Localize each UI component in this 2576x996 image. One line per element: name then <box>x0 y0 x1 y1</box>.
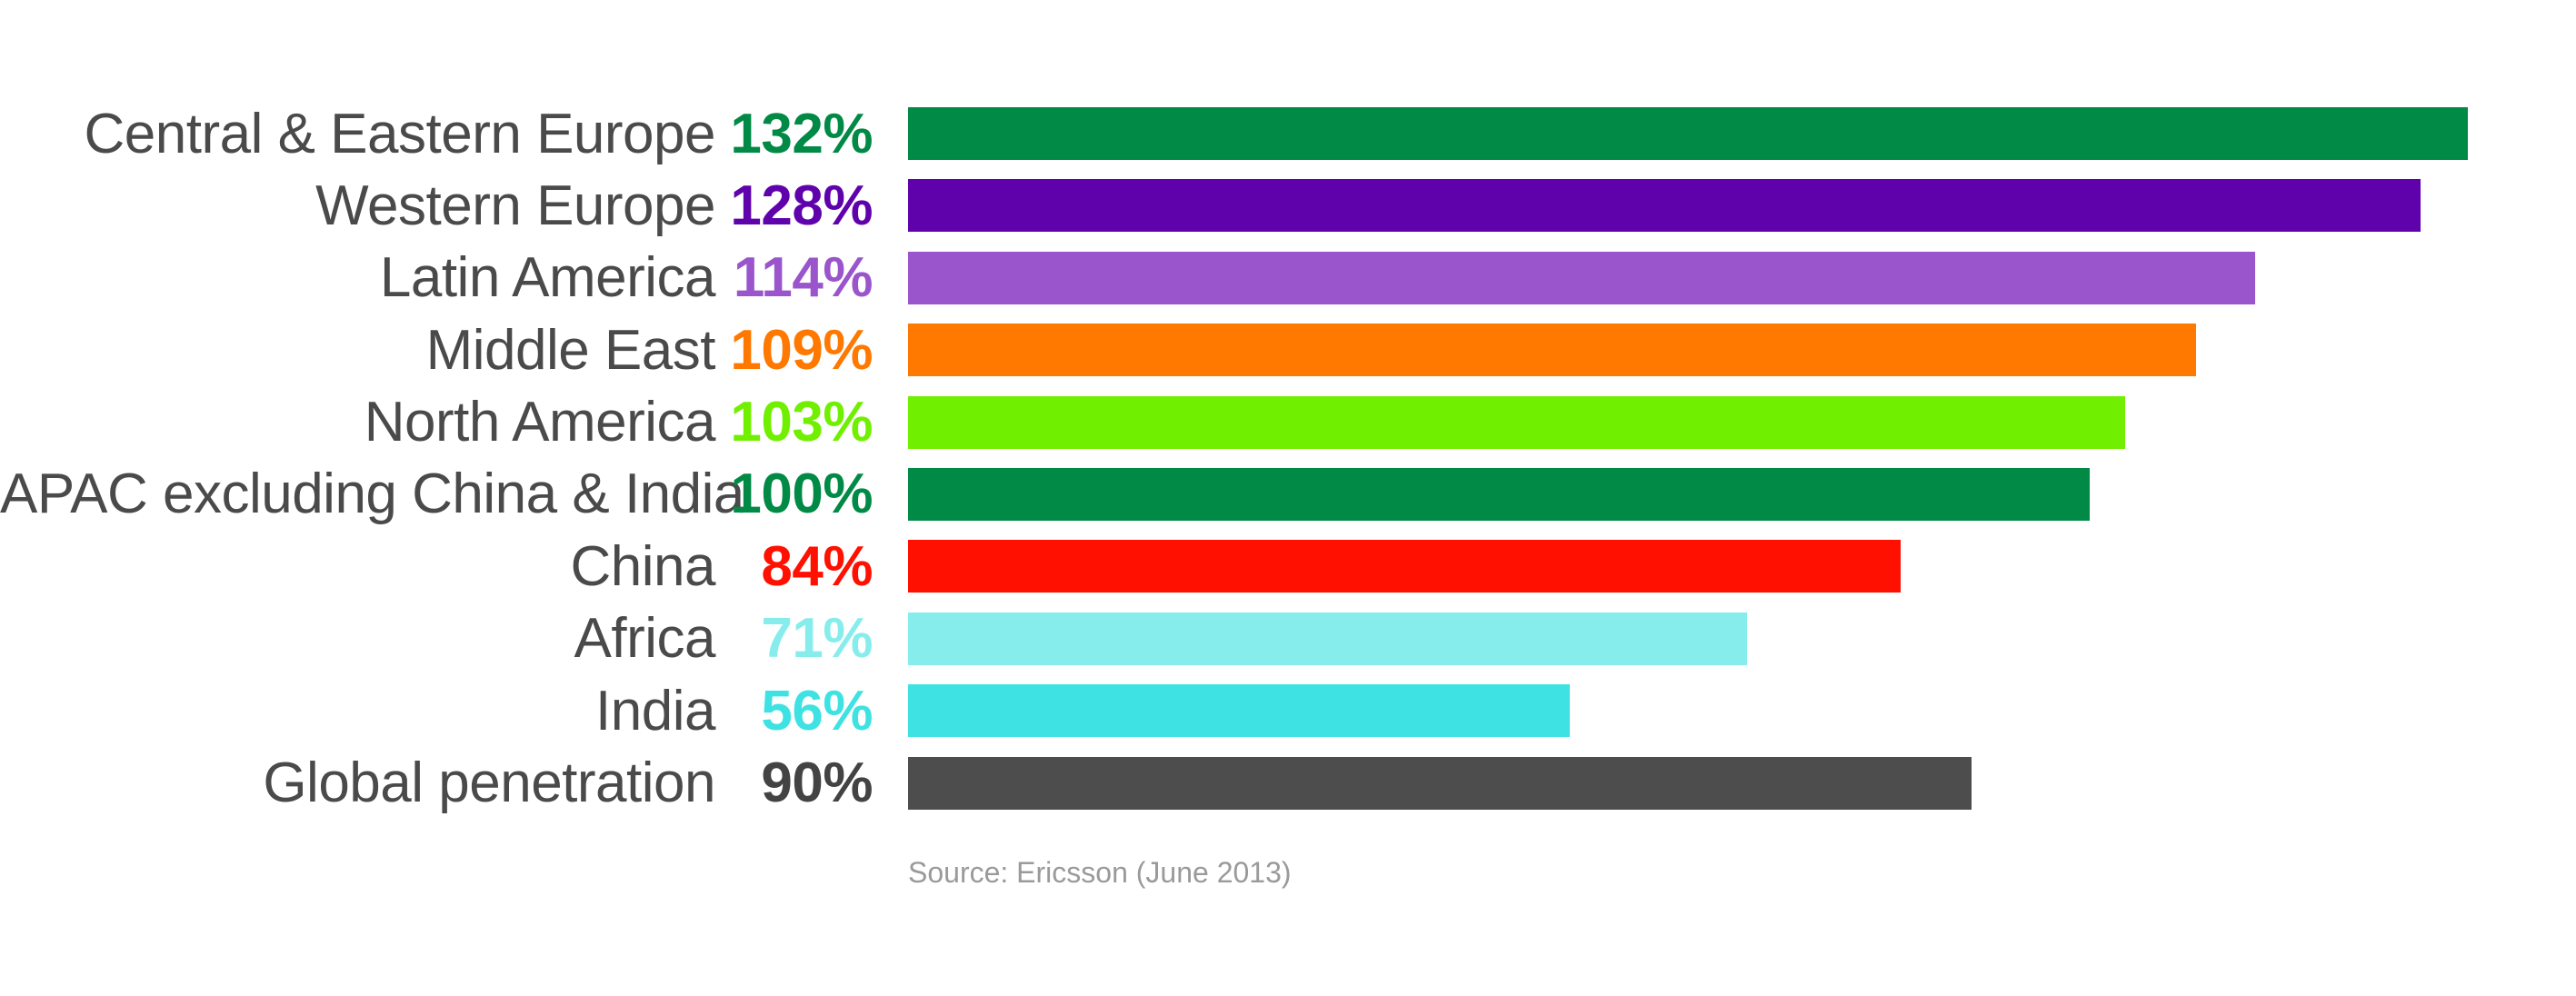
value-label: 128% <box>730 174 873 237</box>
bar <box>908 467 2090 521</box>
bar <box>908 395 2125 449</box>
category-label: Central & Eastern Europe <box>84 102 716 165</box>
bar <box>908 179 2421 233</box>
bar <box>908 251 2255 304</box>
category-label: India <box>595 679 715 742</box>
category-label: North America <box>364 391 716 454</box>
chart-row: APAC excluding China & India 100% <box>0 463 2468 525</box>
value-label: 56% <box>761 679 873 742</box>
chart-row: Latin America 114% <box>0 246 2468 309</box>
bar <box>908 324 2196 377</box>
category-label: Global penetration <box>263 752 715 815</box>
bar <box>908 756 1972 810</box>
value-label: 100% <box>730 463 873 526</box>
bar <box>908 107 2468 160</box>
value-label: 90% <box>761 752 873 815</box>
bar <box>908 540 1901 593</box>
category-label: Western Europe <box>315 174 715 237</box>
category-label: China <box>570 534 716 598</box>
chart-row: Africa 71% <box>0 607 2468 670</box>
bar <box>908 612 1747 665</box>
bar <box>908 684 1570 738</box>
chart-row: Global penetration 90% <box>0 752 2468 814</box>
category-label: Latin America <box>379 246 716 310</box>
chart-row: China 84% <box>0 535 2468 598</box>
chart-plot-area: Central & Eastern Europe 132% Western Euro… <box>0 103 2468 829</box>
chart-row: Western Europe 128% <box>0 174 2468 237</box>
chart-row: Central & Eastern Europe 132% <box>0 103 2468 165</box>
value-label: 71% <box>761 607 873 671</box>
chart-row: India 56% <box>0 680 2468 742</box>
value-label: 84% <box>761 534 873 598</box>
chart-row: North America 103% <box>0 391 2468 453</box>
category-label: Middle East <box>425 318 716 382</box>
value-label: 132% <box>730 102 873 165</box>
category-label: Africa <box>574 607 716 671</box>
value-label: 103% <box>730 391 873 454</box>
source-note: Source: Ericsson (June 2013) <box>908 856 1292 889</box>
chart-row: Middle East 109% <box>0 319 2468 382</box>
value-label: 114% <box>733 246 874 310</box>
value-label: 109% <box>730 318 873 382</box>
category-label: APAC excluding China & India <box>0 463 744 526</box>
